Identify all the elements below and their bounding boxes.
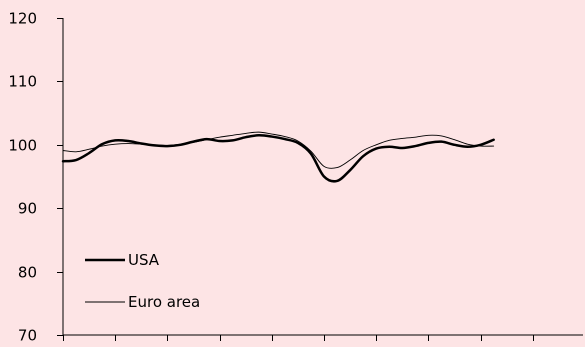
y-tick-label-100: 100: [8, 137, 37, 155]
series-lines: [61, 131, 495, 183]
legend: USA Euro area: [85, 251, 200, 311]
y-tick-label-110: 110: [8, 73, 37, 91]
axes: [57, 18, 583, 341]
y-tick-label-70: 70: [18, 327, 37, 345]
y-tick-label-90: 90: [18, 200, 37, 218]
series-line-euro-area: [62, 131, 495, 169]
legend-label-euro-area: Euro area: [128, 293, 200, 311]
y-tick-label-120: 120: [8, 10, 37, 28]
y-tick-label-80: 80: [18, 264, 37, 282]
series-line-usa: [61, 134, 495, 183]
legend-label-usa: USA: [128, 251, 160, 269]
y-tick-labels: 70 80 90 100 110 120: [8, 10, 37, 345]
